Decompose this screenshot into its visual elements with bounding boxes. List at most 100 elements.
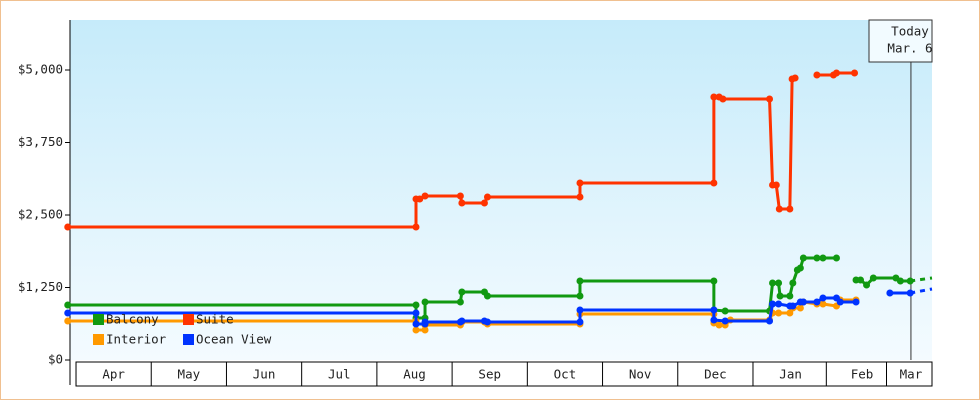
data-point (458, 199, 466, 207)
data-point (869, 274, 877, 282)
x-axis-bar (75, 361, 933, 387)
data-point (721, 317, 729, 325)
x-tick-label: Jul (328, 367, 351, 382)
data-point (576, 306, 584, 314)
today-label: Mar. 6 (887, 41, 932, 56)
data-point (576, 277, 584, 285)
data-point (416, 195, 424, 203)
x-tick-label: May (178, 367, 201, 382)
data-point (412, 320, 420, 328)
data-point (412, 301, 420, 309)
data-point (836, 298, 844, 306)
data-point (789, 279, 797, 287)
data-point (710, 277, 718, 285)
data-point (715, 321, 723, 329)
legend-label: Balcony (106, 312, 159, 327)
data-point (799, 298, 807, 306)
y-tick-label: $5,000 (18, 61, 63, 76)
data-point (906, 277, 914, 285)
forecast-line (909, 287, 933, 295)
legend-label: Suite (196, 312, 234, 327)
data-point (576, 179, 584, 187)
x-tick-label: Sep (478, 367, 501, 382)
data-point (710, 306, 718, 314)
data-point (819, 300, 827, 308)
data-point (64, 301, 72, 309)
legend-label: Ocean View (196, 332, 272, 347)
data-point (775, 279, 783, 287)
x-tick-label: Dec (704, 367, 727, 382)
x-tick-label: Feb (851, 367, 874, 382)
x-tick-label: Jun (253, 367, 276, 382)
data-point (421, 326, 429, 334)
y-tick-label: $0 (48, 352, 63, 367)
today-box (868, 19, 933, 63)
y-tick-label: $3,750 (18, 134, 63, 149)
data-point (421, 192, 429, 200)
data-point (480, 199, 488, 207)
x-tick-label: Mar (900, 367, 923, 382)
data-point (775, 300, 783, 308)
data-point (813, 298, 821, 306)
data-point (421, 298, 429, 306)
legend-swatch (93, 334, 104, 345)
data-point (721, 307, 729, 315)
data-point (710, 179, 718, 187)
x-tick-label: Apr (102, 367, 125, 382)
x-tick-label: Aug (403, 367, 426, 382)
data-point (456, 298, 464, 306)
data-point (710, 316, 718, 324)
data-point (412, 223, 420, 231)
data-point (576, 193, 584, 201)
data-point (896, 277, 904, 285)
data-point (775, 205, 783, 213)
forecast-line (909, 276, 933, 283)
data-point (786, 309, 794, 317)
data-point (64, 317, 72, 325)
data-point (791, 74, 799, 82)
data-point (832, 254, 840, 262)
legend-swatch (183, 334, 194, 345)
data-point (772, 181, 780, 189)
data-point (766, 95, 774, 103)
data-point (483, 318, 491, 326)
data-point (819, 254, 827, 262)
data-point (456, 192, 464, 200)
data-point (412, 309, 420, 317)
data-point (719, 95, 727, 103)
data-point (851, 69, 859, 77)
data-point (775, 309, 783, 317)
today-label: Today (891, 24, 929, 39)
data-point (886, 289, 894, 297)
data-point (796, 304, 804, 312)
data-point (796, 264, 804, 272)
legend-swatch (183, 314, 194, 325)
y-tick-label: $2,500 (18, 206, 63, 221)
data-point (857, 276, 865, 284)
data-point (483, 292, 491, 300)
data-point (789, 302, 797, 310)
data-point (458, 288, 466, 296)
data-point (766, 317, 774, 325)
legend-label: Interior (106, 332, 167, 347)
data-point (576, 292, 584, 300)
data-point (769, 279, 777, 287)
data-point (799, 254, 807, 262)
x-tick-label: Jan (779, 367, 802, 382)
data-point (576, 318, 584, 326)
data-point (412, 326, 420, 334)
data-point (863, 281, 871, 289)
x-tick-label: Nov (629, 367, 652, 382)
data-point (786, 292, 794, 300)
data-point (710, 93, 718, 101)
data-point (769, 300, 777, 308)
data-point (483, 193, 491, 201)
data-point (458, 317, 466, 325)
data-point (776, 292, 784, 300)
y-tick-label: $1,250 (18, 279, 63, 294)
data-point (813, 254, 821, 262)
data-point (832, 69, 840, 77)
legend-swatch (93, 314, 104, 325)
data-point (813, 71, 821, 79)
data-point (852, 298, 860, 306)
